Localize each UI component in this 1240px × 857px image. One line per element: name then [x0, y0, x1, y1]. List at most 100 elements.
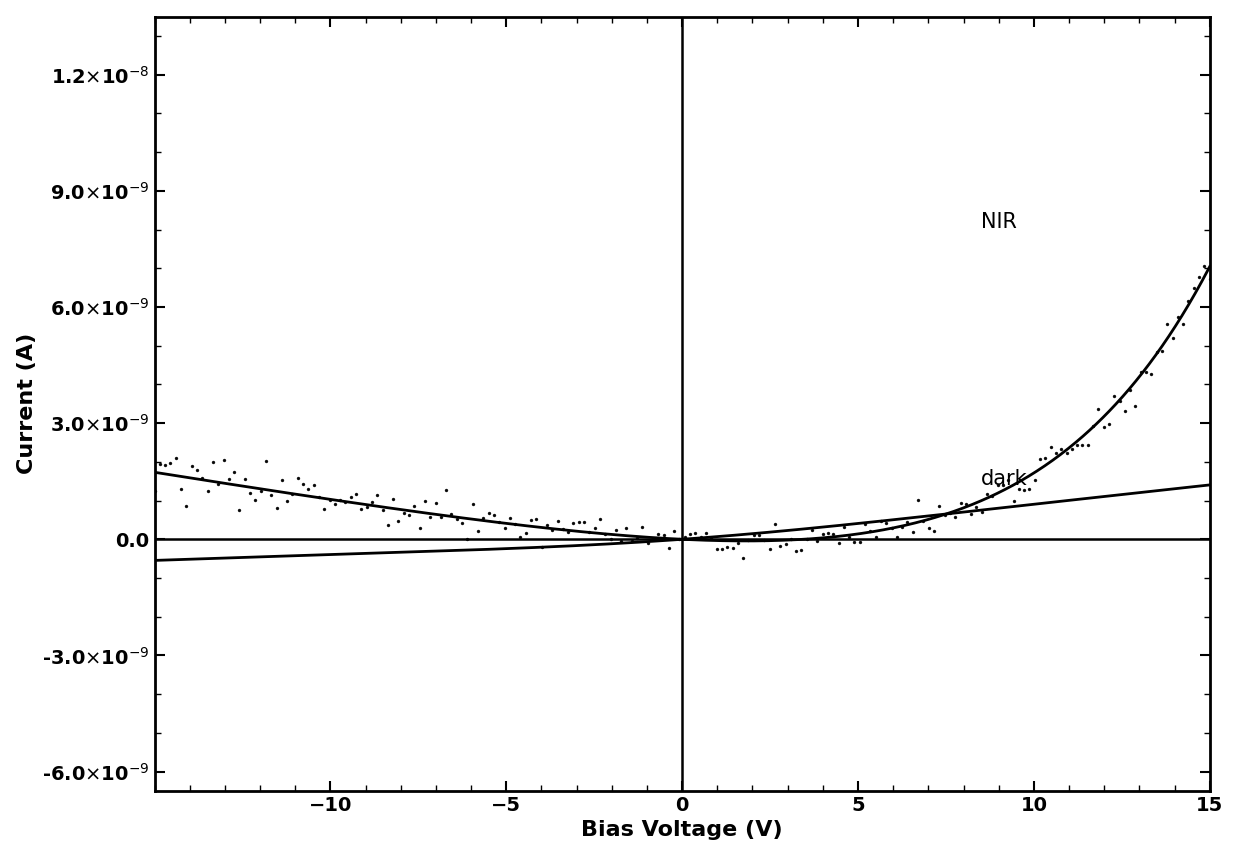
Point [250, 484, 270, 498]
Text: NIR: NIR [981, 212, 1017, 232]
Point [707, 542, 727, 556]
Point [511, 530, 531, 544]
Point [330, 494, 350, 507]
Point [241, 487, 260, 500]
Point [775, 536, 795, 550]
Point [972, 506, 992, 519]
Point [940, 506, 960, 519]
Point [484, 508, 503, 522]
Point [208, 477, 228, 491]
Point [1030, 452, 1050, 466]
Point [649, 527, 668, 541]
Point [563, 516, 583, 530]
Point [505, 518, 525, 531]
Point [1084, 419, 1104, 433]
Point [866, 530, 885, 543]
Point [479, 506, 498, 520]
Point [696, 526, 715, 540]
Point [1009, 482, 1029, 495]
Point [791, 543, 811, 557]
Point [145, 484, 165, 498]
Point [383, 493, 403, 506]
Point [458, 531, 477, 545]
Point [436, 483, 456, 497]
Point [432, 510, 451, 524]
Y-axis label: Current (A): Current (A) [16, 333, 37, 475]
Point [516, 526, 536, 540]
Point [1089, 402, 1109, 416]
Point [993, 478, 1013, 492]
Point [532, 540, 552, 554]
Point [171, 482, 191, 495]
Point [394, 506, 414, 520]
Point [1024, 473, 1044, 487]
Point [590, 512, 610, 526]
Point [203, 455, 223, 469]
Point [425, 496, 445, 510]
Point [404, 499, 424, 512]
Point [288, 470, 308, 484]
Point [739, 533, 759, 547]
Point [637, 536, 657, 550]
Point [548, 514, 568, 528]
Point [675, 530, 694, 544]
Point [1173, 317, 1193, 331]
Point [877, 516, 897, 530]
Point [160, 457, 180, 470]
Point [770, 539, 790, 553]
Point [1142, 368, 1162, 381]
Point [1120, 383, 1140, 397]
Point [951, 495, 971, 509]
Point [463, 497, 482, 511]
Point [781, 532, 801, 546]
Point [229, 503, 249, 517]
Point [187, 463, 207, 476]
Point [616, 521, 636, 535]
Point [870, 514, 890, 528]
Point [670, 532, 689, 546]
Point [527, 512, 547, 525]
Point [988, 477, 1008, 491]
Point [446, 512, 466, 526]
X-axis label: Bias Voltage (V): Bias Voltage (V) [582, 820, 782, 841]
Point [982, 489, 1002, 503]
Point [797, 532, 817, 546]
Point [1126, 399, 1146, 412]
Point [267, 500, 286, 514]
Point [1061, 441, 1081, 455]
Point [702, 530, 722, 544]
Point [691, 530, 711, 544]
Point [686, 526, 706, 540]
Point [553, 522, 573, 536]
Point [320, 493, 340, 506]
Point [898, 515, 918, 529]
Point [415, 494, 435, 507]
Point [495, 521, 515, 535]
Point [765, 517, 785, 530]
Point [569, 515, 589, 529]
Point [606, 524, 626, 537]
Point [224, 465, 244, 479]
Point [293, 477, 312, 491]
Point [1040, 440, 1060, 454]
Point [304, 478, 324, 492]
Point [357, 500, 377, 513]
Point [579, 524, 599, 538]
Point [1200, 273, 1220, 286]
Point [887, 530, 906, 544]
Point [839, 530, 859, 543]
Point [760, 542, 780, 556]
Point [600, 532, 620, 546]
Point [1035, 451, 1055, 464]
Point [367, 488, 387, 501]
Point [908, 493, 928, 506]
Point [325, 497, 345, 511]
Point [346, 487, 366, 500]
Point [255, 454, 275, 468]
Point [182, 459, 202, 473]
Text: dark: dark [981, 470, 1028, 489]
Point [627, 531, 647, 545]
Point [213, 453, 233, 467]
Point [351, 502, 371, 516]
Point [802, 523, 822, 536]
